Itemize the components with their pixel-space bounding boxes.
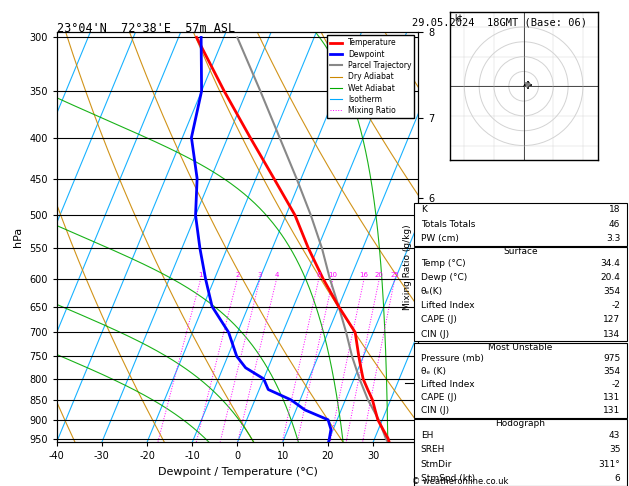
Bar <box>414 247 627 341</box>
Text: K: K <box>421 206 426 214</box>
Text: Mixing Ratio (g/kg): Mixing Ratio (g/kg) <box>403 225 412 310</box>
Text: 3: 3 <box>258 272 262 278</box>
Text: Pressure (mb): Pressure (mb) <box>421 354 484 363</box>
Text: 43: 43 <box>609 431 620 440</box>
Text: CAPE (J): CAPE (J) <box>421 393 457 402</box>
Text: 25: 25 <box>391 272 399 278</box>
Text: 46: 46 <box>609 220 620 229</box>
Text: kt: kt <box>454 14 462 23</box>
Text: PW (cm): PW (cm) <box>421 234 459 243</box>
Text: Surface: Surface <box>503 247 538 256</box>
Text: CIN (J): CIN (J) <box>421 406 449 416</box>
Text: 354: 354 <box>603 287 620 296</box>
Text: 18: 18 <box>609 206 620 214</box>
Text: 23°04'N  72°38'E  57m ASL: 23°04'N 72°38'E 57m ASL <box>57 22 235 35</box>
Text: Dewp (°C): Dewp (°C) <box>421 273 467 282</box>
Text: -2: -2 <box>611 301 620 310</box>
Bar <box>414 203 627 245</box>
Text: 127: 127 <box>603 315 620 325</box>
Text: 34.4: 34.4 <box>601 259 620 268</box>
Text: 35: 35 <box>609 445 620 454</box>
Text: 311°: 311° <box>599 460 620 469</box>
Text: Hodograph: Hodograph <box>496 419 545 428</box>
Text: CIN (J): CIN (J) <box>421 330 449 339</box>
Text: 4: 4 <box>274 272 279 278</box>
Text: 2: 2 <box>235 272 240 278</box>
Text: 10: 10 <box>328 272 338 278</box>
Text: 1: 1 <box>199 272 203 278</box>
Text: Totals Totals: Totals Totals <box>421 220 475 229</box>
Text: -2: -2 <box>611 380 620 389</box>
Text: 134: 134 <box>603 330 620 339</box>
Text: Lifted Index: Lifted Index <box>421 301 474 310</box>
Legend: Temperature, Dewpoint, Parcel Trajectory, Dry Adiabat, Wet Adiabat, Isotherm, Mi: Temperature, Dewpoint, Parcel Trajectory… <box>327 35 415 118</box>
Text: 3.3: 3.3 <box>606 234 620 243</box>
Text: Most Unstable: Most Unstable <box>488 343 553 352</box>
Text: LCL: LCL <box>421 379 436 388</box>
Text: θₑ (K): θₑ (K) <box>421 367 446 376</box>
Text: 8: 8 <box>316 272 321 278</box>
Text: 6: 6 <box>615 474 620 483</box>
Text: 20: 20 <box>375 272 384 278</box>
Text: SREH: SREH <box>421 445 445 454</box>
Text: 131: 131 <box>603 406 620 416</box>
Y-axis label: km
ASL: km ASL <box>450 226 469 248</box>
X-axis label: Dewpoint / Temperature (°C): Dewpoint / Temperature (°C) <box>157 467 318 477</box>
Text: Temp (°C): Temp (°C) <box>421 259 465 268</box>
Text: © weatheronline.co.uk: © weatheronline.co.uk <box>412 477 508 486</box>
Text: EH: EH <box>421 431 433 440</box>
Text: 354: 354 <box>603 367 620 376</box>
Text: 131: 131 <box>603 393 620 402</box>
Text: StmSpd (kt): StmSpd (kt) <box>421 474 475 483</box>
Bar <box>414 419 627 486</box>
Text: 20.4: 20.4 <box>601 273 620 282</box>
Text: θₑ(K): θₑ(K) <box>421 287 443 296</box>
Text: CAPE (J): CAPE (J) <box>421 315 457 325</box>
Text: 16: 16 <box>360 272 369 278</box>
Text: 975: 975 <box>603 354 620 363</box>
Text: StmDir: StmDir <box>421 460 452 469</box>
Bar <box>414 343 627 417</box>
Y-axis label: hPa: hPa <box>13 227 23 247</box>
Text: Lifted Index: Lifted Index <box>421 380 474 389</box>
Text: 29.05.2024  18GMT (Base: 06): 29.05.2024 18GMT (Base: 06) <box>412 17 587 27</box>
